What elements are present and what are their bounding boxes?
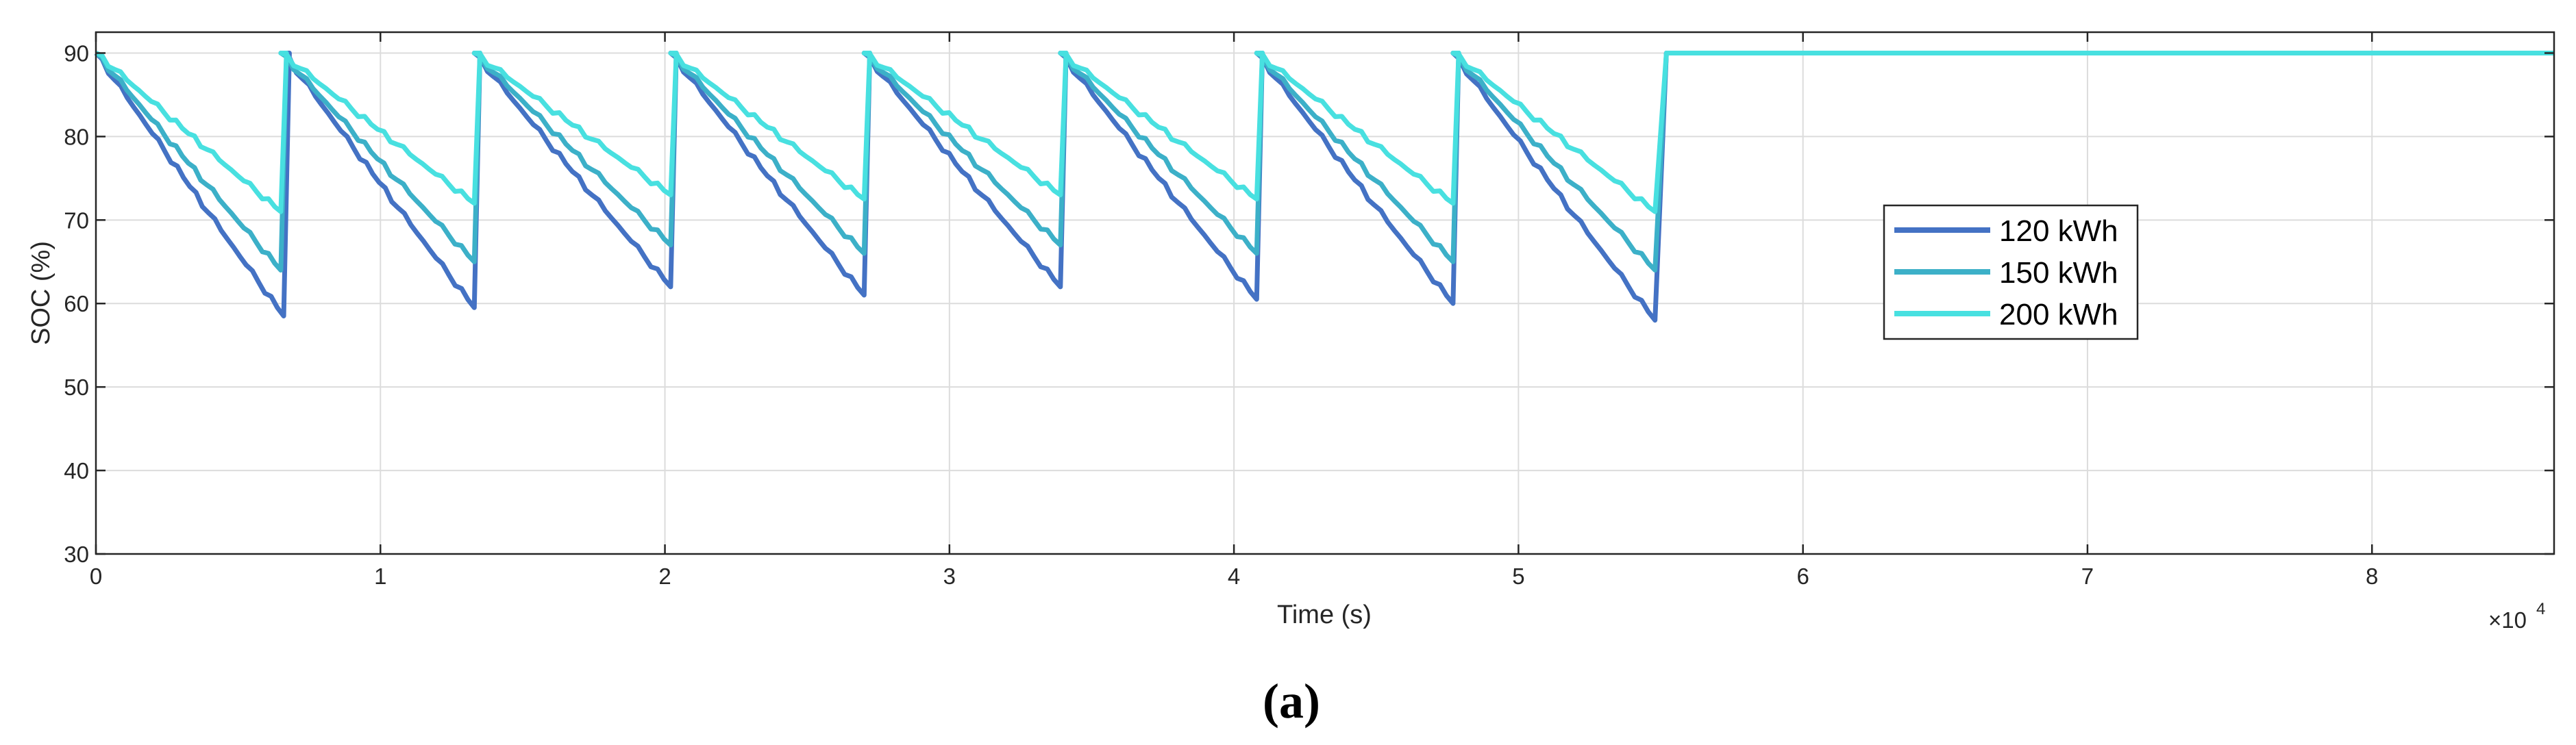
plot-background <box>96 32 2554 554</box>
x-axis-label: Time (s) <box>1277 601 1372 629</box>
legend: 120 kWh 150 kWh 200 kWh <box>1883 204 2139 340</box>
legend-label-120: 120 kWh <box>1999 214 2118 248</box>
x-tick-label: 0 <box>90 564 102 589</box>
x-tick-label: 4 <box>1228 564 1240 589</box>
y-tick-label: 90 <box>64 40 89 66</box>
x-tick-label: 3 <box>943 564 956 589</box>
y-tick-label: 40 <box>64 458 89 483</box>
x-multiplier-base: ×10 <box>2488 607 2527 633</box>
x-tick-label: 8 <box>2366 564 2378 589</box>
y-tick-label: 70 <box>64 207 89 233</box>
x-tick-label: 6 <box>1796 564 1809 589</box>
y-tick-label: 50 <box>64 375 89 400</box>
x-tick-label: 1 <box>374 564 386 589</box>
plot-frame <box>95 31 2555 555</box>
series-line-200-kwh <box>95 51 2554 214</box>
grid-lines <box>96 32 2554 554</box>
legend-label-200: 200 kWh <box>1999 298 2118 331</box>
y-axis-label: SOC (%) <box>27 241 55 345</box>
x-multiplier-exponent: 4 <box>2536 600 2545 618</box>
axis-ticks: 0 1 2 3 4 5 6 7 8 30 40 50 60 70 80 90 <box>64 32 2554 589</box>
x-tick-label: 2 <box>658 564 671 589</box>
x-tick-label: 7 <box>2081 564 2094 589</box>
y-tick-label: 30 <box>64 542 89 567</box>
data-series <box>94 51 2554 323</box>
figure-caption: (a) <box>1263 674 1320 729</box>
y-tick-label: 60 <box>64 291 89 316</box>
y-tick-label: 80 <box>64 124 89 149</box>
x-multiplier: ×10 4 <box>2488 600 2545 633</box>
legend-label-150: 150 kWh <box>1999 256 2118 290</box>
x-tick-label: 5 <box>1512 564 1524 589</box>
